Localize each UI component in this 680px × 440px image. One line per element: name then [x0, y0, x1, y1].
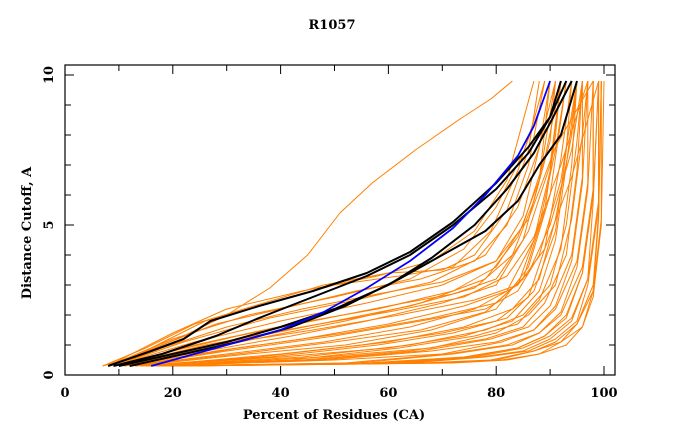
series-line-highlight — [150, 80, 551, 367]
x-tick-label: 40 — [272, 386, 290, 401]
x-tick-labels: 0 20 40 60 80 100 — [60, 386, 617, 401]
series-line-model-low-3 — [151, 81, 583, 367]
series-line-model-mid-4 — [124, 80, 562, 367]
series-line-model-high-4 — [113, 80, 551, 367]
series-line-model-band-11 — [151, 80, 583, 367]
series-line-model-low-7 — [161, 81, 594, 367]
series-line-model-low-9 — [167, 80, 600, 367]
y-tick-label: 5 — [42, 220, 57, 229]
y-tick-labels: 0 5 10 — [42, 66, 57, 380]
series-line-reference-3 — [118, 80, 573, 367]
series-lines — [102, 80, 605, 367]
series-line-model-band-12 — [156, 80, 589, 367]
series-line-model-band-6 — [107, 80, 551, 367]
x-tick-label: 0 — [60, 386, 69, 401]
series-line-model-band-8 — [118, 80, 562, 367]
series-line-model-band-4 — [113, 80, 594, 367]
series-line-model-low-1 — [145, 80, 578, 367]
x-axis-label: Percent of Residues (CA) — [243, 408, 425, 423]
series-line-model-low-2 — [145, 80, 583, 367]
series-line-model-low-12 — [172, 81, 600, 367]
series-line-model-low-11 — [172, 81, 600, 367]
series-line-model-low-8 — [161, 81, 594, 367]
series-line-model-low-16 — [183, 80, 605, 367]
series-line-model-band-1 — [129, 80, 578, 367]
x-tick-label: 100 — [590, 386, 617, 401]
series-line-model-band-7 — [113, 80, 556, 367]
series-line-model-low-15 — [183, 81, 602, 367]
series-line-model-low-5 — [156, 81, 589, 367]
y-tick-label: 10 — [42, 66, 57, 84]
x-tick-label: 60 — [379, 386, 397, 401]
series-line-model-band-10 — [145, 80, 578, 367]
series-line-model-mid-11 — [140, 80, 578, 367]
series-line-reference-2 — [113, 80, 562, 367]
series-line-model-band-2 — [135, 80, 583, 367]
series-line-model-mid-10 — [140, 80, 573, 367]
series-line-model-mid-2 — [118, 80, 556, 367]
chart-title: R1057 — [309, 18, 356, 33]
series-line-model-mid-5 — [124, 80, 562, 367]
series-line-reference-1 — [107, 80, 568, 367]
plot-frame — [64, 64, 616, 376]
series-line-model-mid-3 — [118, 80, 556, 367]
axis-ticks — [64, 65, 615, 376]
x-tick-label: 20 — [164, 386, 182, 401]
y-tick-label: 0 — [42, 370, 57, 379]
y-axis-label: Distance Cutoff, A — [20, 166, 35, 299]
series-line-model-band-9 — [107, 80, 535, 367]
x-tick-label: 80 — [487, 386, 505, 401]
series-line-model-mid-8 — [135, 80, 567, 367]
series-line-model-mid-1 — [113, 80, 551, 367]
series-line-model-low-10 — [167, 80, 600, 367]
